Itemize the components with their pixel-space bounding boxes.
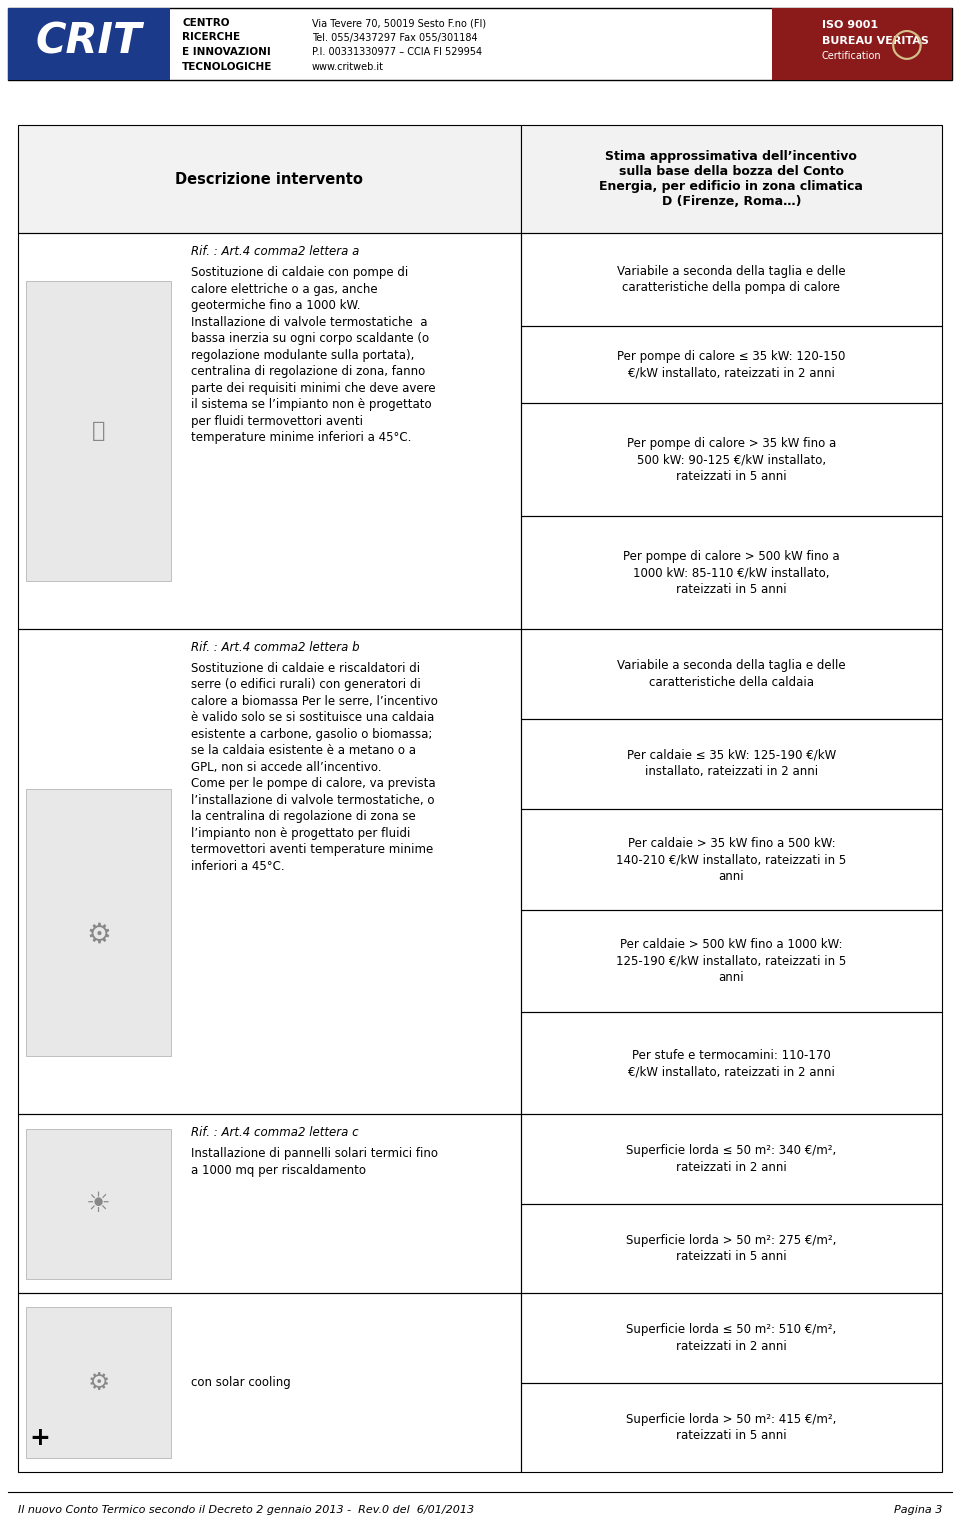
Bar — [520, 1204, 942, 1293]
Text: Descrizione intervento: Descrizione intervento — [176, 172, 363, 187]
Bar — [520, 630, 942, 719]
Bar — [26, 1307, 171, 1457]
Text: P.I. 00331330977 – CCIA FI 529954: P.I. 00331330977 – CCIA FI 529954 — [312, 47, 482, 57]
Text: ☀: ☀ — [86, 1190, 110, 1218]
Text: Rif. : Art.4 comma2 lettera c: Rif. : Art.4 comma2 lettera c — [191, 1126, 358, 1140]
Text: CRIT: CRIT — [36, 20, 142, 61]
Text: Per caldaie > 500 kW fino a 1000 kW:
125-190 €/kW installato, rateizzati in 5
an: Per caldaie > 500 kW fino a 1000 kW: 125… — [616, 939, 847, 985]
Text: Pagina 3: Pagina 3 — [894, 1504, 942, 1515]
Bar — [772, 8, 952, 80]
Bar — [520, 1293, 942, 1382]
Bar — [520, 1114, 942, 1204]
Text: Sostituzione di caldaie e riscaldatori di
serre (o edifici rurali) con generator: Sostituzione di caldaie e riscaldatori d… — [191, 662, 438, 873]
Bar — [520, 809, 942, 910]
Text: Tel. 055/3437297 Fax 055/301184: Tel. 055/3437297 Fax 055/301184 — [312, 32, 478, 43]
Bar — [26, 789, 171, 1056]
Text: Rif. : Art.4 comma2 lettera a: Rif. : Art.4 comma2 lettera a — [191, 245, 359, 257]
Text: ⚙: ⚙ — [86, 921, 110, 948]
Text: Per caldaie > 35 kW fino a 500 kW:
140-210 €/kW installato, rateizzati in 5
anni: Per caldaie > 35 kW fino a 500 kW: 140-2… — [616, 836, 847, 882]
Bar — [18, 1293, 520, 1472]
Bar — [520, 1382, 942, 1472]
Bar — [26, 1129, 171, 1279]
Bar — [18, 233, 520, 630]
Text: CENTRO: CENTRO — [182, 18, 229, 28]
Bar — [18, 630, 520, 1114]
Text: Il nuovo Conto Termico secondo il Decreto 2 gennaio 2013 -  Rev.0 del  6/01/2013: Il nuovo Conto Termico secondo il Decret… — [18, 1504, 474, 1515]
Text: Per pompe di calore ≤ 35 kW: 120-150
€/kW installato, rateizzati in 2 anni: Per pompe di calore ≤ 35 kW: 120-150 €/k… — [617, 349, 846, 380]
Text: Via Tevere 70, 50019 Sesto F.no (FI): Via Tevere 70, 50019 Sesto F.no (FI) — [312, 18, 486, 28]
Bar — [18, 126, 520, 233]
Bar — [520, 326, 942, 403]
Text: Variabile a seconda della taglia e delle
caratteristiche della caldaia: Variabile a seconda della taglia e delle… — [617, 659, 846, 688]
Text: con solar cooling: con solar cooling — [191, 1376, 291, 1390]
Bar — [8, 8, 952, 80]
Bar — [520, 910, 942, 1013]
Text: Superficie lorda > 50 m²: 415 €/m²,
rateizzati in 5 anni: Superficie lorda > 50 m²: 415 €/m², rate… — [626, 1413, 836, 1442]
Bar — [520, 403, 942, 516]
Bar — [520, 1013, 942, 1114]
Text: Installazione di pannelli solari termici fino
a 1000 mq per riscaldamento: Installazione di pannelli solari termici… — [191, 1147, 438, 1177]
Text: E INNOVAZIONI: E INNOVAZIONI — [182, 47, 271, 57]
Text: Rif. : Art.4 comma2 lettera b: Rif. : Art.4 comma2 lettera b — [191, 640, 359, 654]
Text: ○: ○ — [890, 25, 924, 63]
Bar — [520, 233, 942, 326]
Text: Superficie lorda > 50 m²: 275 €/m²,
rateizzati in 5 anni: Superficie lorda > 50 m²: 275 €/m², rate… — [626, 1233, 836, 1264]
Text: ⚙: ⚙ — [87, 1371, 109, 1394]
Text: +: + — [30, 1426, 51, 1449]
Bar — [18, 1114, 520, 1293]
Text: Superficie lorda ≤ 50 m²: 510 €/m²,
rateizzati in 2 anni: Superficie lorda ≤ 50 m²: 510 €/m², rate… — [626, 1324, 836, 1353]
Text: Certification: Certification — [822, 51, 881, 61]
Text: TECNOLOGICHE: TECNOLOGICHE — [182, 61, 273, 72]
Bar — [520, 719, 942, 809]
Text: 🏠: 🏠 — [92, 421, 105, 441]
Bar — [520, 516, 942, 630]
Text: Per stufe e termocamini: 110-170
€/kW installato, rateizzati in 2 anni: Per stufe e termocamini: 110-170 €/kW in… — [628, 1048, 835, 1079]
Text: Per pompe di calore > 500 kW fino a
1000 kW: 85-110 €/kW installato,
rateizzati : Per pompe di calore > 500 kW fino a 1000… — [623, 550, 840, 596]
Bar — [8, 8, 170, 80]
Text: BUREAU VERITAS: BUREAU VERITAS — [822, 35, 929, 46]
Bar — [520, 126, 942, 233]
Text: www.critweb.it: www.critweb.it — [312, 61, 384, 72]
Bar — [26, 280, 171, 582]
Text: Sostituzione di caldaie con pompe di
calore elettriche o a gas, anche
geotermich: Sostituzione di caldaie con pompe di cal… — [191, 267, 436, 444]
Text: Stima approssimativa dell’incentivo
sulla base della bozza del Conto
Energia, pe: Stima approssimativa dell’incentivo sull… — [599, 150, 863, 208]
Text: Variabile a seconda della taglia e delle
caratteristiche della pompa di calore: Variabile a seconda della taglia e delle… — [617, 265, 846, 294]
Text: ISO 9001: ISO 9001 — [822, 20, 878, 31]
Text: Per pompe di calore > 35 kW fino a
500 kW: 90-125 €/kW installato,
rateizzati in: Per pompe di calore > 35 kW fino a 500 k… — [627, 437, 836, 483]
Text: Per caldaie ≤ 35 kW: 125-190 €/kW
installato, rateizzati in 2 anni: Per caldaie ≤ 35 kW: 125-190 €/kW instal… — [627, 749, 836, 778]
Text: RICERCHE: RICERCHE — [182, 32, 240, 43]
Text: Superficie lorda ≤ 50 m²: 340 €/m²,
rateizzati in 2 anni: Superficie lorda ≤ 50 m²: 340 €/m², rate… — [626, 1144, 836, 1174]
